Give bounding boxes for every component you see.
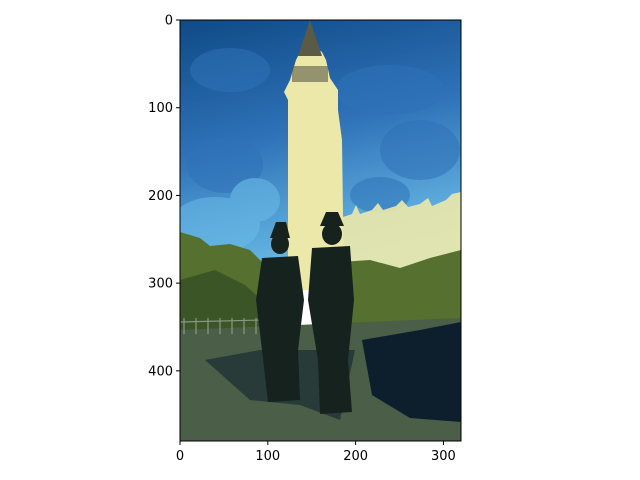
axes-frame — [179, 19, 462, 442]
y-tick-label: 400 — [148, 364, 173, 379]
palace-building — [340, 192, 461, 270]
x-tick-label: 100 — [255, 449, 280, 464]
x-axis: 0 100 200 300 — [176, 441, 456, 464]
y-tick-label: 100 — [148, 101, 173, 116]
tower-spire — [298, 20, 322, 56]
figure-left — [256, 222, 304, 402]
ground-shadow — [362, 322, 461, 422]
image-plot — [180, 20, 461, 441]
cloud-shapes — [180, 48, 460, 253]
y-axis: 0 100 200 300 400 — [148, 14, 180, 379]
trees-right — [340, 250, 461, 330]
clock-face-band — [292, 66, 328, 82]
x-tick-label: 200 — [343, 449, 368, 464]
x-tick-label: 0 — [176, 449, 184, 464]
y-tick-label: 300 — [148, 277, 173, 292]
y-tick-label: 0 — [165, 14, 173, 29]
railing — [180, 318, 263, 334]
x-tick-label: 300 — [431, 449, 456, 464]
figure-right — [308, 212, 354, 414]
trees-shade — [180, 270, 262, 345]
y-tick-label: 200 — [148, 189, 173, 204]
